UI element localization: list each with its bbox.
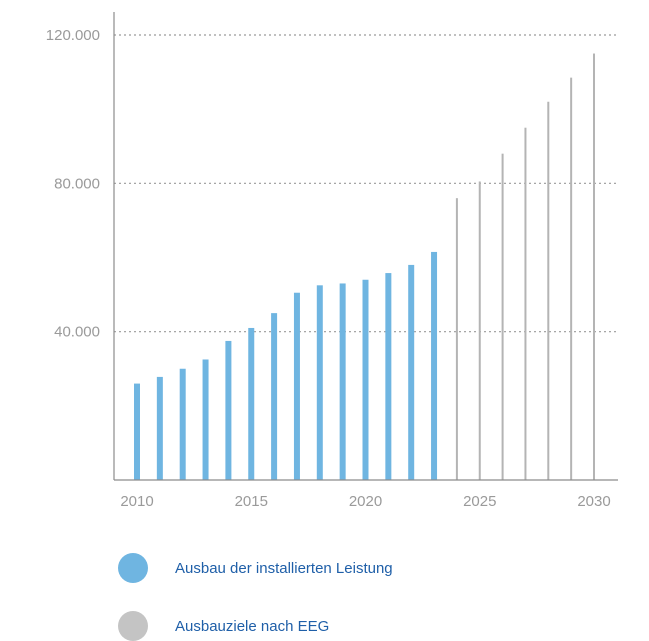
y-tick-label-40000: 40.000 (54, 324, 100, 341)
target-bar-2030 (593, 53, 595, 481)
installed-bar-2020 (362, 279, 369, 480)
legend-swatch-eeg-targets (118, 611, 148, 641)
x-tick-label-2030: 2030 (577, 493, 610, 510)
installed-bar-2018 (316, 285, 323, 480)
x-tick-label-2010: 2010 (120, 493, 153, 510)
installed-bar-2019 (339, 283, 346, 480)
chart: 40.000 80.000 120.000 2010 2015 2020 2025 2030 (46, 12, 618, 510)
x-tick-label-2020: 2020 (349, 493, 382, 510)
installed-bar-2014 (225, 340, 232, 480)
legend-swatch-installed (118, 553, 148, 583)
target-bar-2029 (570, 77, 573, 480)
x-tick-label-2025: 2025 (463, 493, 496, 510)
legend-label-eeg-targets: Ausbauziele nach EEG (175, 617, 330, 635)
installed-bar-2023 (431, 251, 438, 480)
x-axis-ticks: 2010 2015 2020 2025 2030 (120, 493, 610, 510)
axes (113, 12, 618, 481)
target-bar-2024 (455, 198, 458, 480)
installed-bar-2012 (179, 368, 186, 480)
legend-item-installed: Ausbau der installierten Leistung (118, 553, 393, 583)
y-tick-label-80000: 80.000 (54, 175, 100, 192)
y-axis-ticks: 40.000 80.000 120.000 (46, 27, 100, 341)
target-bar-2026 (501, 153, 504, 480)
legend-item-eeg-targets: Ausbauziele nach EEG (118, 611, 329, 641)
legend-label-installed: Ausbau der installierten Leistung (175, 559, 393, 577)
installed-bar-2013 (202, 359, 209, 480)
target-bar-2027 (524, 127, 527, 480)
installed-bar-2021 (385, 273, 392, 480)
bars (134, 53, 595, 481)
installed-bar-2016 (271, 313, 278, 480)
target-bar-2025 (478, 181, 481, 480)
x-tick-label-2015: 2015 (235, 493, 268, 510)
installed-bar-2017 (293, 292, 300, 480)
y-tick-label-120000: 120.000 (46, 27, 100, 44)
target-bar-2028 (547, 101, 550, 480)
installed-bar-2015 (248, 327, 255, 480)
installed-bar-2011 (156, 376, 163, 480)
installed-bar-2022 (408, 264, 415, 480)
installed-bar-2010 (134, 383, 140, 480)
